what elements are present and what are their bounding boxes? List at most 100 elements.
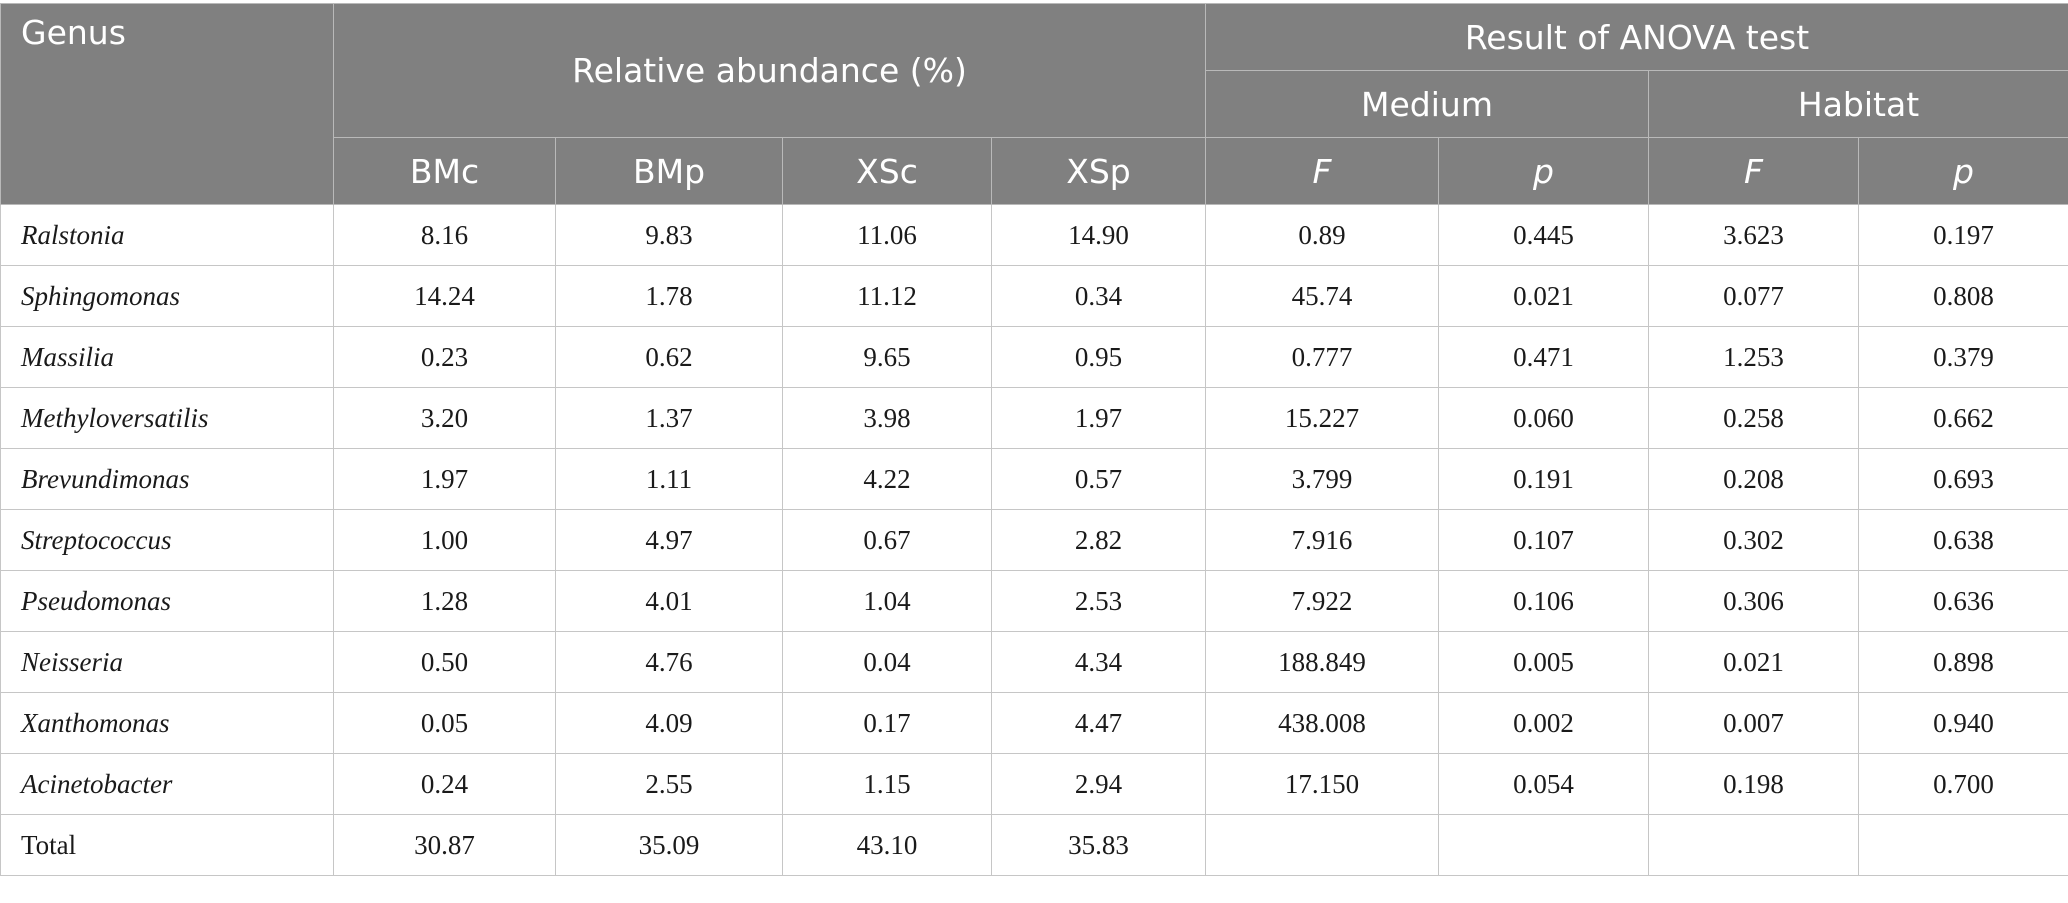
xsp-cell: 0.95 — [990, 326, 1207, 388]
xsc-cell: 1.15 — [782, 753, 992, 815]
habitat-p-cell: 0.638 — [1858, 509, 2068, 571]
bmc-cell: 0.23 — [333, 326, 556, 388]
xsc-cell: 0.17 — [782, 692, 992, 754]
habitat-p-cell: 0.636 — [1858, 570, 2068, 632]
header-sample-xsc: XSc — [782, 137, 992, 205]
header-medium-f: F — [1205, 137, 1440, 205]
genus-cell: Pseudomonas — [0, 570, 334, 632]
bmp-cell: 9.83 — [555, 204, 783, 266]
total-xsc-cell: 43.10 — [782, 814, 992, 876]
empty-cell — [1438, 814, 1650, 876]
medium-f-cell: 188.849 — [1205, 631, 1440, 693]
bmp-cell: 4.09 — [555, 692, 783, 754]
medium-f-cell: 15.227 — [1205, 387, 1440, 449]
habitat-f-cell: 0.021 — [1648, 631, 1860, 693]
header-anova: Result of ANOVA test — [1205, 3, 2068, 71]
genus-cell: Streptococcus — [0, 509, 334, 571]
medium-p-cell: 0.471 — [1438, 326, 1650, 388]
medium-p-cell: 0.021 — [1438, 265, 1650, 327]
bmp-cell: 4.97 — [555, 509, 783, 571]
bmp-cell: 0.62 — [555, 326, 783, 388]
total-bmc-cell: 30.87 — [333, 814, 556, 876]
bmc-cell: 0.05 — [333, 692, 556, 754]
habitat-f-cell: 0.077 — [1648, 265, 1860, 327]
table-body: Ralstonia 8.16 9.83 11.06 14.90 0.89 0.4… — [0, 204, 2068, 876]
bmc-cell: 0.24 — [333, 753, 556, 815]
habitat-f-cell: 1.253 — [1648, 326, 1860, 388]
bmp-cell: 1.37 — [555, 387, 783, 449]
header-relative-abundance: Relative abundance (%) — [332, 3, 1207, 138]
xsp-cell: 0.57 — [990, 448, 1207, 510]
table-row: Brevundimonas 1.97 1.11 4.22 0.57 3.799 … — [0, 448, 2068, 510]
header-sample-xsp: XSp — [990, 137, 1207, 205]
xsp-cell: 1.97 — [990, 387, 1207, 449]
xsp-cell: 0.34 — [990, 265, 1207, 327]
habitat-f-cell: 0.198 — [1648, 753, 1860, 815]
xsc-cell: 4.22 — [782, 448, 992, 510]
xsc-cell: 11.12 — [782, 265, 992, 327]
header-habitat: Habitat — [1648, 70, 2068, 138]
habitat-f-cell: 0.302 — [1648, 509, 1860, 571]
medium-f-cell: 7.916 — [1205, 509, 1440, 571]
genus-cell: Acinetobacter — [0, 753, 334, 815]
habitat-f-cell: 0.208 — [1648, 448, 1860, 510]
table-row: Methyloversatilis 3.20 1.37 3.98 1.97 15… — [0, 387, 2068, 449]
xsc-cell: 11.06 — [782, 204, 992, 266]
empty-cell — [1205, 814, 1440, 876]
total-label: Total — [0, 814, 334, 876]
bmp-cell: 4.01 — [555, 570, 783, 632]
empty-cell — [1648, 814, 1860, 876]
habitat-p-cell: 0.662 — [1858, 387, 2068, 449]
table-row: Ralstonia 8.16 9.83 11.06 14.90 0.89 0.4… — [0, 204, 2068, 266]
genus-cell: Xanthomonas — [0, 692, 334, 754]
header-medium-p: p — [1438, 137, 1650, 205]
table-row: Neisseria 0.50 4.76 0.04 4.34 188.849 0.… — [0, 631, 2068, 693]
bmp-cell: 4.76 — [555, 631, 783, 693]
total-bmp-cell: 35.09 — [555, 814, 783, 876]
header-genus: Genus — [0, 3, 334, 205]
habitat-p-cell: 0.693 — [1858, 448, 2068, 510]
medium-f-cell: 0.89 — [1205, 204, 1440, 266]
habitat-f-cell: 0.306 — [1648, 570, 1860, 632]
bmp-cell: 2.55 — [555, 753, 783, 815]
medium-p-cell: 0.106 — [1438, 570, 1650, 632]
xsp-cell: 2.94 — [990, 753, 1207, 815]
header-habitat-p: p — [1858, 137, 2068, 205]
total-row: Total 30.87 35.09 43.10 35.83 — [0, 814, 2068, 876]
table-row: Acinetobacter 0.24 2.55 1.15 2.94 17.150… — [0, 753, 2068, 815]
habitat-f-cell: 3.623 — [1648, 204, 1860, 266]
bmc-cell: 1.00 — [333, 509, 556, 571]
bmp-cell: 1.78 — [555, 265, 783, 327]
medium-f-cell: 17.150 — [1205, 753, 1440, 815]
bmc-cell: 8.16 — [333, 204, 556, 266]
habitat-p-cell: 0.379 — [1858, 326, 2068, 388]
medium-p-cell: 0.107 — [1438, 509, 1650, 571]
habitat-p-cell: 0.700 — [1858, 753, 2068, 815]
medium-p-cell: 0.005 — [1438, 631, 1650, 693]
abundance-anova-table: Genus Relative abundance (%) Result of A… — [0, 3, 2068, 876]
xsc-cell: 0.67 — [782, 509, 992, 571]
xsp-cell: 2.53 — [990, 570, 1207, 632]
xsc-cell: 9.65 — [782, 326, 992, 388]
medium-p-cell: 0.060 — [1438, 387, 1650, 449]
header-medium: Medium — [1205, 70, 1650, 138]
header-habitat-f: F — [1648, 137, 1860, 205]
table-row: Sphingomonas 14.24 1.78 11.12 0.34 45.74… — [0, 265, 2068, 327]
bmc-cell: 3.20 — [333, 387, 556, 449]
genus-cell: Methyloversatilis — [0, 387, 334, 449]
xsp-cell: 14.90 — [990, 204, 1207, 266]
genus-cell: Brevundimonas — [0, 448, 334, 510]
habitat-p-cell: 0.940 — [1858, 692, 2068, 754]
header-sample-bmp: BMp — [555, 137, 783, 205]
habitat-f-cell: 0.258 — [1648, 387, 1860, 449]
total-xsp-cell: 35.83 — [990, 814, 1207, 876]
empty-cell — [1858, 814, 2068, 876]
genus-cell: Neisseria — [0, 631, 334, 693]
medium-p-cell: 0.002 — [1438, 692, 1650, 754]
table-row: Xanthomonas 0.05 4.09 0.17 4.47 438.008 … — [0, 692, 2068, 754]
medium-f-cell: 45.74 — [1205, 265, 1440, 327]
table-row: Streptococcus 1.00 4.97 0.67 2.82 7.916 … — [0, 509, 2068, 571]
genus-cell: Sphingomonas — [0, 265, 334, 327]
xsc-cell: 3.98 — [782, 387, 992, 449]
header-sample-bmc: BMc — [333, 137, 556, 205]
